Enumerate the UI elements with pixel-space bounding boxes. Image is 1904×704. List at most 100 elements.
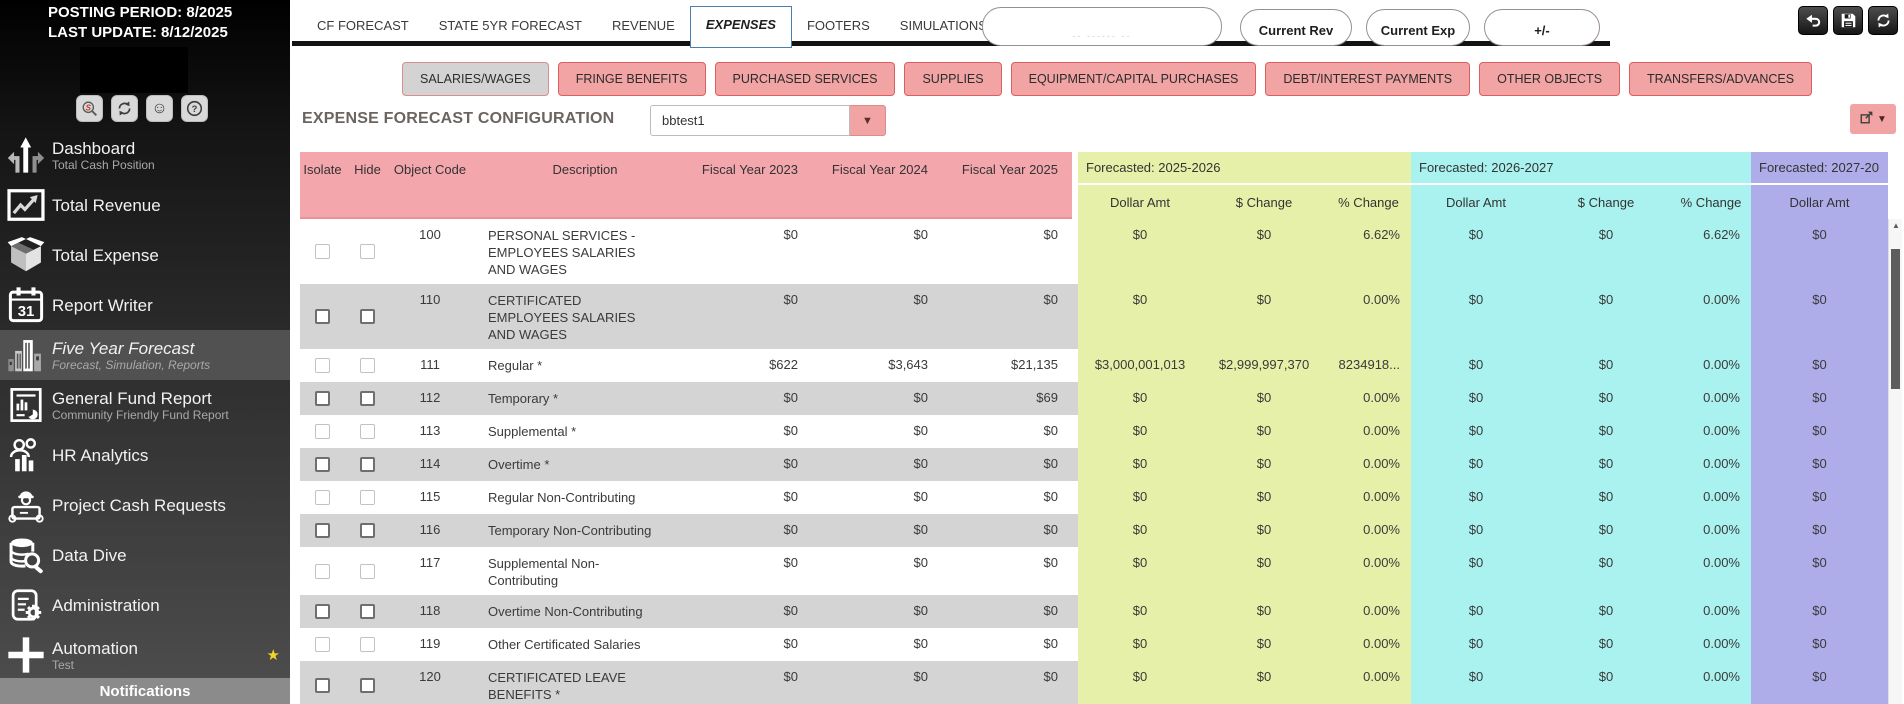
row-divider (1072, 514, 1078, 547)
s-search-icon: S (81, 100, 98, 117)
hide-checkbox[interactable] (360, 424, 375, 439)
isolate-checkbox[interactable] (315, 563, 330, 579)
subtab-equipment-capital-purchases[interactable]: EQUIPMENT/CAPITAL PURCHASES (1010, 62, 1257, 96)
fiscal-year-value-2024: $3,643 (888, 357, 928, 372)
forecast2-value: 0.00% (1671, 415, 1751, 448)
logo-box (80, 47, 188, 93)
subtab-debt-interest-payments[interactable]: DEBT/INTEREST PAYMENTS (1265, 62, 1471, 96)
forecast1-value: $0 (1202, 219, 1326, 284)
hide-checkbox[interactable] (360, 604, 375, 619)
smiley-button[interactable]: ☺ (146, 95, 173, 122)
forecast2-value: 0.00% (1671, 349, 1751, 382)
forecast1-value: $0 (1078, 661, 1202, 704)
subtab-salaries-wages[interactable]: SALARIES/WAGES (402, 62, 549, 96)
current-exp-button[interactable]: Current Exp (1366, 9, 1470, 46)
tab-simulations[interactable]: SIMULATIONS (899, 18, 987, 33)
refresh-button[interactable] (1868, 6, 1898, 35)
scroll-up-arrow-icon[interactable]: ▲ (1892, 221, 1900, 230)
forecast3-value: $0 (1751, 481, 1888, 514)
isolate-checkbox[interactable] (315, 391, 330, 406)
forecast1-value: 0.00% (1326, 415, 1411, 448)
hide-cell (345, 219, 390, 284)
subtab-supplies[interactable]: SUPPLIES (904, 62, 1002, 96)
sidebar-item-total-expense[interactable]: Total Expense (0, 230, 290, 280)
isolate-checkbox[interactable] (315, 309, 330, 324)
isolate-checkbox[interactable] (315, 358, 330, 373)
sidebar-item-project-cash-requests[interactable]: Project Cash Requests (0, 480, 290, 530)
fiscal-year-value-2023: $0 (700, 382, 812, 415)
forecast2-value: $0 (1411, 595, 1541, 628)
buildings-icon (0, 336, 52, 374)
hide-checkbox[interactable] (360, 457, 375, 472)
hide-checkbox[interactable] (360, 490, 375, 505)
hide-checkbox[interactable] (360, 523, 375, 538)
table-header: Isolate Hide Object Code Description Fiscal … (300, 152, 1888, 219)
fiscal-year-value-2024: $0 (812, 595, 942, 628)
isolate-checkbox[interactable] (315, 677, 330, 693)
sidebar-item-general-fund-report[interactable]: General Fund Report Community Friendly Fu… (0, 380, 290, 430)
sidebar-item-dashboard[interactable]: Dashboard Total Cash Position (0, 130, 290, 180)
table-scrollbar[interactable]: ▲ (1888, 219, 1902, 704)
sidebar-item-label: Project Cash Requests (52, 495, 226, 515)
sidebar-item-five-year-forecast[interactable]: Five Year Forecast Forecast, Simulation, … (0, 330, 290, 380)
open-box-icon (0, 236, 52, 274)
forecast2-value: 6.62% (1671, 219, 1751, 284)
clipboard-gear-icon (0, 586, 52, 624)
description: CERTIFICATED EMPLOYEES SALARIES AND WAGE… (470, 284, 700, 349)
table-row-120: 120 CERTIFICATED LEAVE BENEFITS * $0 $0 $0 $0… (300, 661, 1888, 704)
fiscal-year-value-2025: $21,135 (1011, 357, 1058, 372)
export-button[interactable]: ▼ (1850, 104, 1896, 134)
forecast1-value: $0 (1202, 284, 1326, 349)
plus-minus-button[interactable]: +/- (1484, 9, 1600, 46)
chevron-down-icon[interactable]: ▼ (850, 105, 886, 136)
hide-checkbox[interactable] (360, 637, 375, 652)
hide-checkbox[interactable] (360, 563, 375, 579)
sidebar-item-administration[interactable]: Administration (0, 580, 290, 630)
s-search-button[interactable]: S (76, 95, 103, 122)
isolate-checkbox[interactable] (315, 490, 330, 505)
hide-checkbox[interactable] (360, 677, 375, 693)
sidebar-item-report-writer[interactable]: 31 Report Writer (0, 280, 290, 330)
tab-state-5yr-forecast[interactable]: STATE 5YR FORECAST (438, 18, 582, 33)
subtab-other-objects[interactable]: OTHER OBJECTS (1479, 62, 1621, 96)
notifications-bar[interactable]: Notifications (0, 678, 290, 704)
isolate-checkbox[interactable] (315, 604, 330, 619)
export-icon (1859, 110, 1874, 128)
isolate-checkbox[interactable] (315, 424, 330, 439)
description: CERTIFICATED LEAVE BENEFITS * (470, 661, 700, 704)
hide-checkbox[interactable] (360, 391, 375, 406)
forecast1-value: $0 (1202, 448, 1326, 481)
isolate-checkbox[interactable] (315, 523, 330, 538)
sidebar-item-data-dive[interactable]: Data Dive (0, 530, 290, 580)
refresh-button[interactable] (111, 95, 138, 122)
tab-revenue[interactable]: REVENUE (612, 18, 675, 33)
save-button[interactable] (1833, 6, 1863, 35)
sidebar-item-automation[interactable]: Automation Test ★ (0, 630, 290, 680)
forecast1-value: 8234918... (1326, 349, 1411, 382)
subtab-purchased-services[interactable]: PURCHASED SERVICES (714, 62, 896, 96)
sidebar-item-total-revenue[interactable]: Total Revenue (0, 180, 290, 230)
hide-checkbox[interactable] (360, 309, 375, 324)
isolate-checkbox[interactable] (315, 244, 330, 259)
hide-checkbox[interactable] (360, 244, 375, 259)
isolate-checkbox[interactable] (315, 457, 330, 472)
plus-icon (0, 636, 52, 674)
scrollbar-thumb[interactable] (1891, 249, 1900, 389)
help-button[interactable]: ? (181, 95, 208, 122)
config-select[interactable]: bbtest1 ▼ (650, 105, 886, 136)
object-code: 117 (419, 555, 441, 570)
sidebar-item-hr-analytics[interactable]: HR Analytics (0, 430, 290, 480)
undo-button[interactable] (1798, 6, 1828, 35)
tab-expenses[interactable]: EXPENSES (689, 6, 792, 48)
tab-footers[interactable]: FOOTERS (806, 18, 870, 33)
isolate-checkbox[interactable] (315, 637, 330, 652)
hide-checkbox[interactable] (360, 358, 375, 373)
fiscal-year-value-2023: $0 (700, 595, 812, 628)
subtab-fringe-benefits[interactable]: FRINGE BENEFITS (557, 62, 706, 96)
tab-cf-forecast[interactable]: CF FORECAST (317, 18, 409, 33)
subtab-bar: SALARIES/WAGES FRINGE BENEFITS PURCHASED S… (402, 62, 1813, 96)
current-rev-button[interactable]: Current Rev (1240, 9, 1352, 46)
subtab-transfers-advances[interactable]: TRANSFERS/ADVANCES (1629, 62, 1813, 96)
posting-period-text: POSTING PERIOD: 8/2025 (48, 4, 233, 21)
forecast1-value: $0 (1202, 481, 1326, 514)
